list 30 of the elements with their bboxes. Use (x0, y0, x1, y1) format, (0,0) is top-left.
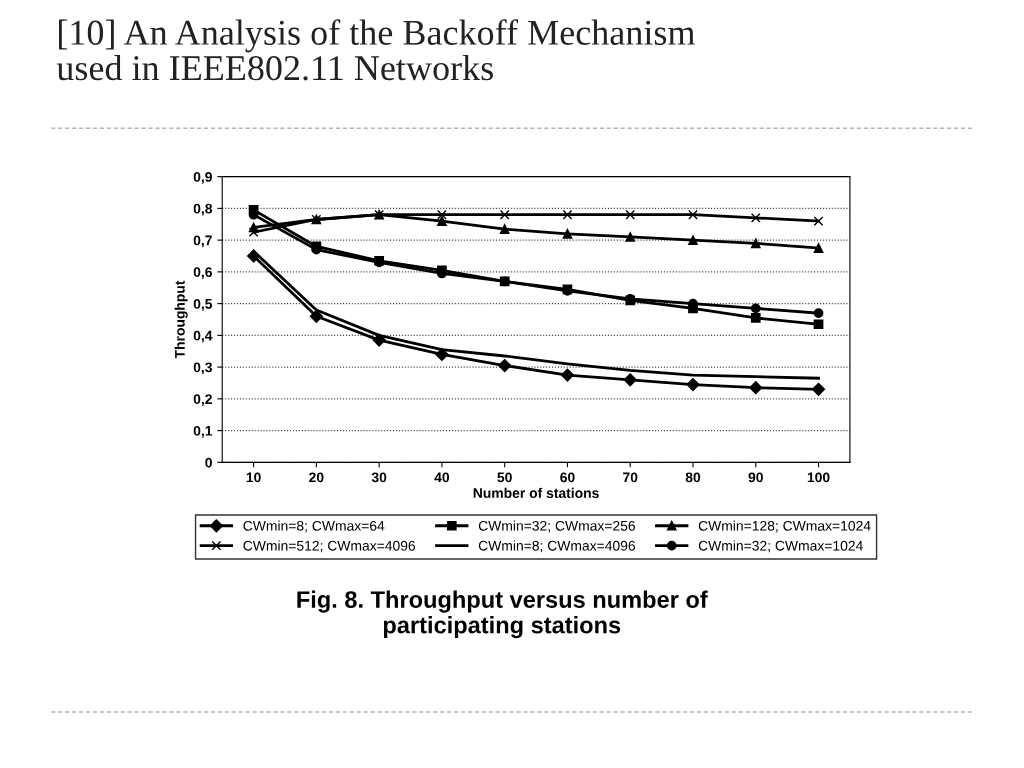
legend-label: CWmin=8; CWmax=64 (243, 520, 385, 533)
y-tick-label: 0,4 (193, 330, 213, 343)
y-axis-title: Throughput (174, 280, 188, 359)
legend-label: CWmin=8; CWmax=4096 (478, 540, 636, 553)
y-tick-label: 0,2 (193, 394, 212, 407)
x-tick-label: 50 (497, 472, 512, 483)
y-tick-label: 0,1 (193, 425, 213, 438)
y-tick-label: 0,5 (193, 298, 213, 311)
x-tick-label: 100 (807, 472, 830, 483)
legend-label: CWmin=128; CWmax=1024 (698, 520, 871, 533)
y-tick-label: 0,3 (193, 362, 212, 375)
y-tick-label: 0,7 (193, 235, 212, 248)
x-axis-title: Number of stations (473, 487, 599, 498)
caption: Fig. 8. Throughput versus number of participating stations (297, 590, 708, 639)
x-tick-label: 60 (560, 472, 575, 483)
y-tick-label: 0 (205, 457, 212, 468)
x-tick-label: 70 (623, 472, 638, 483)
y-tick-label: 0,8 (193, 203, 213, 216)
x-tick-label: 20 (309, 472, 324, 483)
legend-label: CWmin=512; CWmax=4096 (243, 540, 416, 553)
chart-title: [10] An Analysis of the Backoff Mechanism used in IEEE802.11 Networks (56, 19, 695, 81)
x-tick-label: 10 (246, 472, 261, 483)
x-tick-label: 90 (748, 472, 763, 483)
y-tick-label: 0,6 (193, 267, 212, 280)
legend-label: CWmin=32; CWmax=256 (478, 520, 636, 533)
x-tick-label: 40 (434, 472, 450, 483)
x-tick-label: 30 (371, 472, 387, 483)
y-tick-label: 0,9 (193, 171, 212, 184)
legend-label: CWmin=32; CWmax=1024 (698, 540, 863, 553)
x-tick-label: 80 (685, 472, 701, 483)
